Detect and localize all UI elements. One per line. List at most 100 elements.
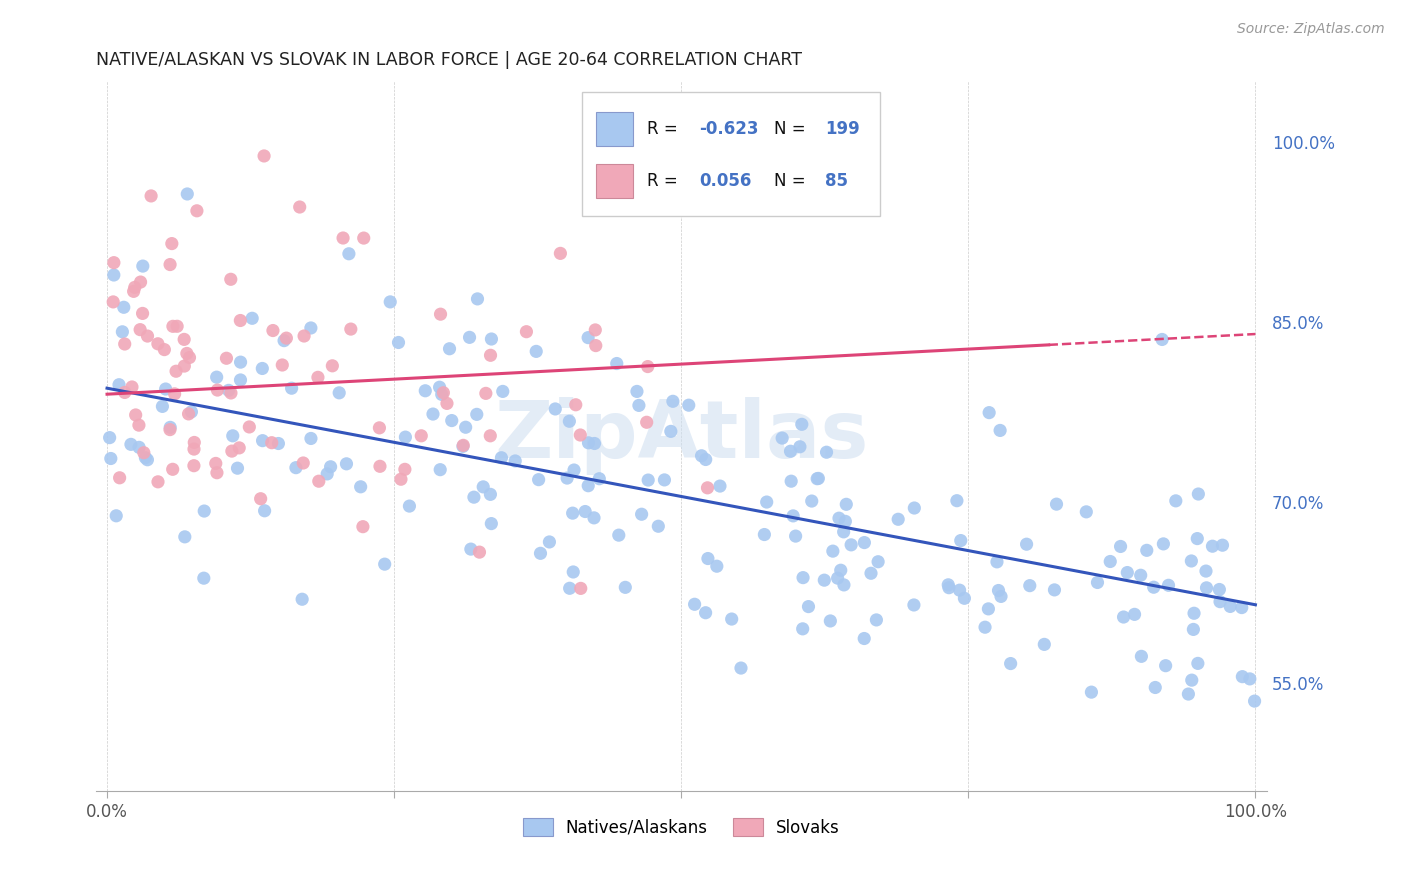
Point (108, 377, 131, 392)
Point (569, 428, 592, 442)
Point (451, 439, 474, 453)
Point (868, 555, 890, 569)
Point (479, 429, 502, 443)
Point (166, 319, 188, 334)
Point (273, 334, 295, 348)
Point (576, 331, 599, 345)
Point (439, 342, 461, 356)
Point (229, 373, 252, 387)
Point (463, 490, 485, 504)
Point (1136, 543, 1159, 558)
Point (792, 571, 814, 585)
Point (1152, 537, 1174, 551)
Point (205, 370, 228, 384)
Point (779, 444, 801, 458)
Text: R =: R = (647, 120, 683, 138)
Point (627, 398, 650, 412)
Text: N =: N = (773, 120, 811, 138)
Point (368, 459, 391, 474)
Point (582, 511, 605, 525)
Point (413, 384, 436, 398)
Point (128, 441, 150, 455)
Point (262, 324, 284, 338)
Point (636, 415, 658, 429)
Point (176, 346, 198, 360)
Point (271, 358, 294, 372)
Point (436, 396, 458, 410)
Point (108, 471, 131, 485)
Point (183, 458, 205, 473)
Point (986, 555, 1008, 569)
Point (121, 380, 143, 394)
Point (114, 385, 136, 400)
Point (865, 613, 887, 627)
Point (614, 580, 637, 594)
Point (222, 429, 245, 443)
Point (155, 382, 177, 396)
Point (228, 441, 250, 455)
Point (583, 323, 606, 337)
Point (183, 442, 205, 456)
Point (479, 348, 502, 362)
Point (337, 246, 360, 260)
Point (706, 559, 728, 574)
Point (472, 480, 495, 494)
Point (607, 528, 630, 542)
Point (828, 511, 851, 525)
Point (291, 592, 314, 607)
Point (1043, 582, 1066, 597)
Point (529, 546, 551, 560)
Point (979, 406, 1001, 420)
Point (696, 481, 718, 495)
Point (503, 454, 526, 468)
Point (98, 431, 121, 445)
Point (562, 463, 585, 477)
Point (292, 329, 315, 343)
Point (280, 381, 302, 395)
Point (454, 420, 477, 434)
Point (1099, 554, 1122, 568)
Point (205, 466, 228, 480)
Point (479, 516, 502, 531)
Point (328, 385, 350, 400)
Point (690, 449, 713, 463)
Point (112, 300, 135, 314)
Point (1177, 687, 1199, 701)
Point (153, 343, 176, 357)
Point (832, 578, 855, 592)
FancyBboxPatch shape (582, 92, 880, 216)
Point (1187, 487, 1209, 501)
Point (440, 413, 463, 427)
Point (730, 661, 752, 675)
Point (806, 472, 828, 486)
Point (1143, 580, 1166, 594)
Point (558, 582, 581, 596)
Point (946, 493, 969, 508)
Point (561, 506, 583, 520)
Point (1211, 538, 1233, 552)
Point (1123, 607, 1146, 622)
Point (1182, 607, 1205, 621)
Point (177, 407, 200, 421)
Point (429, 463, 451, 477)
Point (1181, 673, 1204, 687)
Text: 0.056: 0.056 (699, 172, 751, 191)
Point (637, 473, 659, 487)
Point (491, 450, 513, 465)
Point (647, 519, 669, 533)
Point (538, 535, 561, 549)
Point (229, 355, 252, 369)
Point (374, 557, 396, 571)
Text: N =: N = (773, 172, 811, 191)
Point (936, 578, 959, 592)
Point (1130, 649, 1153, 664)
Point (479, 487, 502, 501)
Point (1076, 505, 1098, 519)
Point (903, 501, 925, 516)
Point (977, 602, 1000, 616)
Point (1154, 658, 1177, 673)
Point (574, 504, 596, 518)
Point (555, 471, 578, 485)
Point (122, 285, 145, 299)
Point (830, 563, 852, 577)
